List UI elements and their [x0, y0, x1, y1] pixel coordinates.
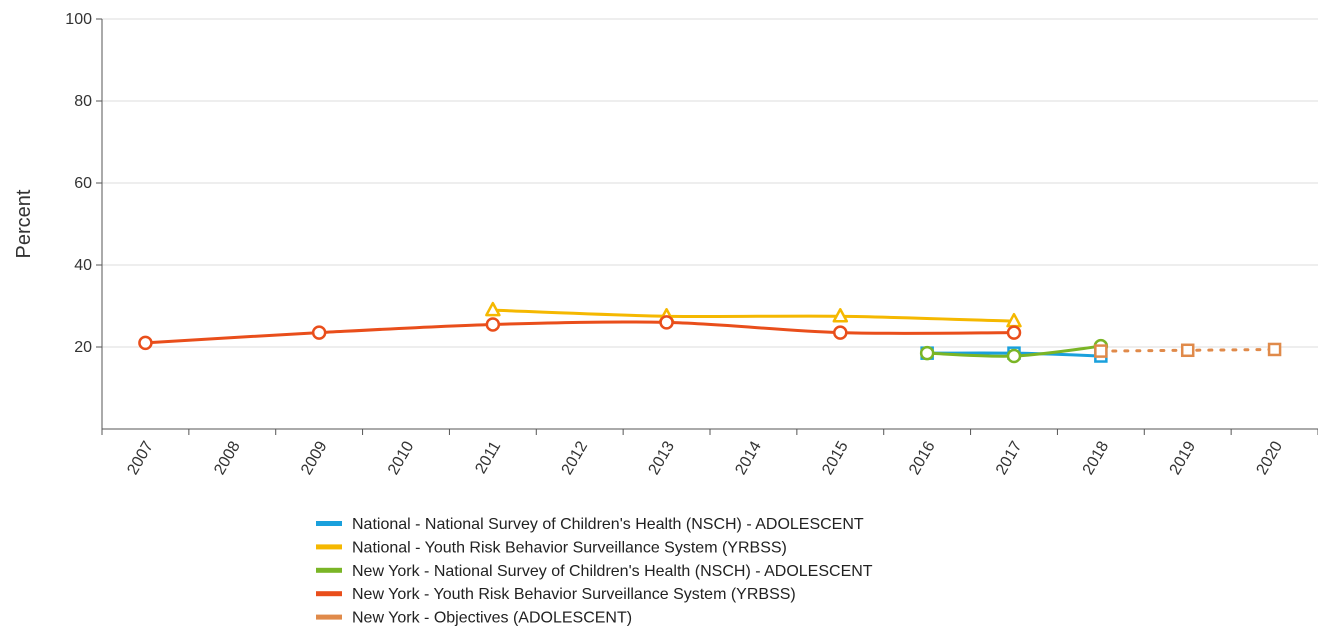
data-point	[311, 325, 327, 340]
data-point	[833, 325, 848, 340]
x-tick-label: 2009	[298, 438, 331, 477]
legend: National - National Survey of Children's…	[316, 516, 873, 627]
y-tick-label: 100	[65, 11, 92, 28]
legend-label: New York - Objectives (ADOLESCENT)	[352, 610, 632, 627]
data-point	[1094, 344, 1108, 358]
legend-label: National - Youth Risk Behavior Surveilla…	[352, 539, 787, 556]
x-tick-label: 2018	[1080, 438, 1113, 477]
gridlines	[102, 18, 1318, 348]
legend-swatch	[316, 567, 342, 573]
x-tick-label: 2020	[1254, 438, 1287, 477]
legend-swatch	[316, 591, 342, 597]
data-point	[1267, 342, 1282, 357]
data-point	[659, 315, 674, 330]
data-point	[485, 301, 501, 317]
data-point	[1006, 325, 1022, 340]
legend-label: National - National Survey of Children's…	[352, 516, 864, 533]
x-tick-label: 2010	[385, 438, 418, 477]
series-line	[491, 308, 1016, 323]
x-tick-label: 2015	[819, 438, 852, 477]
series-4	[138, 315, 1022, 351]
x-tick-labels: 2007 2008 2009 2010 2011 2012 2013 2014 2015 2016…	[124, 438, 1286, 477]
legend-swatch	[316, 521, 342, 526]
data-point	[1006, 348, 1022, 364]
x-tick-label: 2016	[906, 438, 939, 477]
data-point	[1180, 343, 1195, 358]
x-tick-label: 2007	[124, 438, 157, 477]
x-tick-label: 2014	[732, 438, 765, 477]
data-point	[1006, 312, 1022, 328]
legend-swatch	[316, 544, 342, 550]
x-tick-label: 2012	[559, 438, 592, 477]
axes	[96, 18, 1318, 435]
legend-swatch	[316, 614, 342, 620]
y-tick-label: 40	[74, 257, 92, 274]
series-line	[143, 320, 1016, 345]
series-5	[1094, 342, 1282, 358]
x-tick-label: 2008	[211, 438, 244, 477]
legend-label: New York - National Survey of Children's…	[352, 563, 873, 580]
series-layer	[138, 301, 1282, 364]
x-tick-label: 2011	[472, 438, 504, 476]
data-point	[919, 345, 935, 361]
data-point	[485, 317, 501, 332]
x-tick-label: 2017	[993, 438, 1026, 477]
series-3	[919, 338, 1109, 364]
y-tick-labels: 20 40 60 80 100	[65, 11, 92, 356]
y-tick-label: 20	[74, 339, 92, 356]
x-tick-label: 2019	[1167, 438, 1200, 477]
y-axis-title: Percent	[13, 189, 35, 258]
data-point	[138, 335, 153, 351]
y-tick-label: 60	[74, 175, 92, 192]
x-tick-label: 2013	[646, 438, 679, 477]
data-point	[832, 308, 849, 323]
legend-label: New York - Youth Risk Behavior Surveilla…	[352, 586, 796, 603]
y-tick-label: 80	[74, 93, 92, 110]
